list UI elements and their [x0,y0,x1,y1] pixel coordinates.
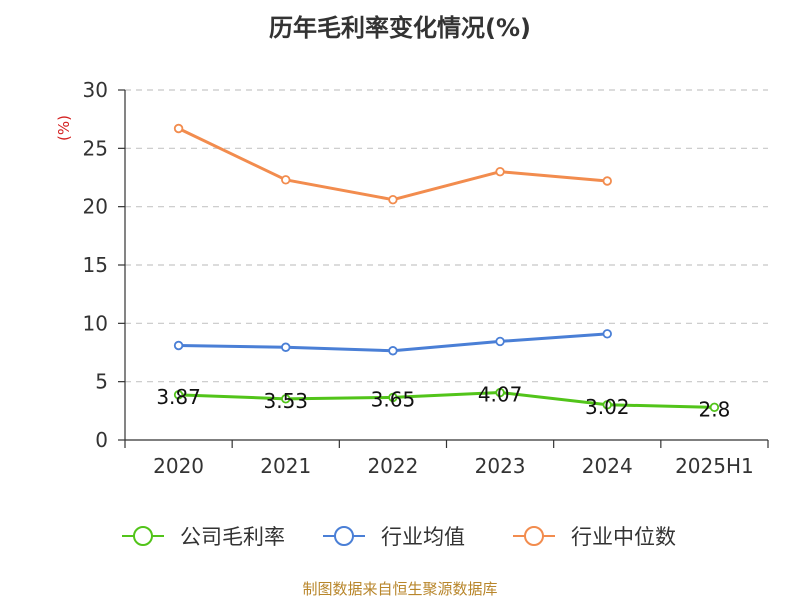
legend-label: 公司毛利率 [180,525,285,549]
x-tick-label: 2023 [475,454,526,478]
legend: 公司毛利率 行业均值 行业中位数 [122,525,676,549]
x-tick-label: 2020 [153,454,204,478]
data-point [495,387,505,398]
data-point [173,390,184,400]
data-point [602,400,612,410]
series-group [173,123,720,413]
legend-marker [334,526,354,546]
data-point [173,340,184,351]
legend-label: 行业中位数 [571,525,676,549]
data-point [495,166,505,177]
legend-label: 行业均值 [381,525,465,549]
x-tick-label: 2025H1 [675,454,754,478]
data-point [388,346,398,356]
y-tick-label: 25 [83,136,108,160]
data-point [173,123,184,134]
series-line [177,127,608,202]
legend-marker [133,526,153,546]
data-label: 4.07 [478,383,523,407]
y-tick-label: 5 [95,370,108,394]
x-tick-label: 2021 [260,454,311,478]
y-tick-label: 15 [83,253,108,277]
data-point [281,394,291,404]
x-tick-label: 2024 [582,454,633,478]
data-point [602,176,612,186]
data-label: 3.65 [371,387,416,411]
data-label: 3.87 [156,385,201,409]
source-note: 制图数据来自恒生聚源数据库 [302,580,498,598]
axes: 0 5 10 15 20 25 30 (%) 2020 2021 2022 2023 2024 2025H… [55,78,769,478]
data-label: 2.8 [699,397,731,421]
data-point [388,392,398,403]
y-axis-label: (%) [55,115,73,141]
data-labels: 3.87 3.53 3.65 4.07 3.02 2.8 [156,383,730,422]
data-label: 3.53 [263,389,308,413]
x-tick-label: 2022 [367,454,418,478]
data-label: 3.02 [585,395,630,419]
y-tick-label: 30 [83,78,108,102]
chart-title: 历年毛利率变化情况(%) [269,14,531,42]
data-point [602,329,612,339]
data-point [281,175,291,185]
y-tick-label: 20 [83,195,108,219]
data-point [495,336,505,347]
legend-marker [524,526,544,546]
y-tick-label: 10 [83,311,108,335]
data-point [709,402,720,413]
data-point [281,342,291,352]
data-point [388,194,398,205]
grid-lines [125,89,768,383]
y-tick-label: 0 [95,428,108,452]
series-line [178,391,715,409]
